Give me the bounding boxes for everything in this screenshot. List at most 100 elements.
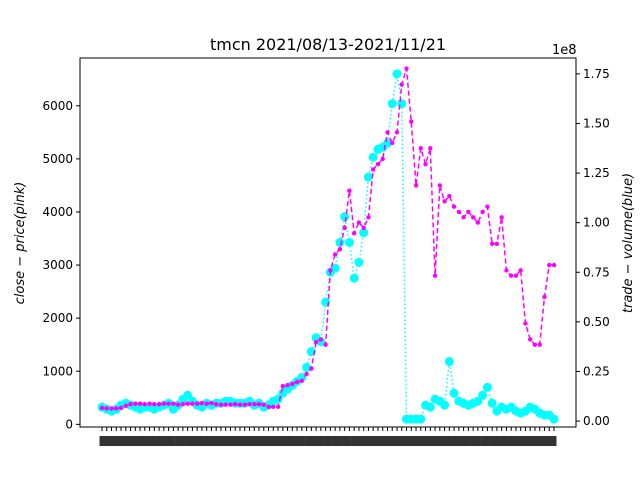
- close-point: [537, 342, 542, 347]
- x-axis-tick-label-glyph: [437, 436, 443, 446]
- close-point: [209, 400, 214, 406]
- close-point: [233, 401, 238, 407]
- close-point: [480, 209, 485, 215]
- x-axis-tick-label-glyph: [541, 436, 547, 446]
- volume-point: [349, 273, 359, 283]
- x-axis-tick-label-glyph: [346, 436, 352, 446]
- x-axis-tick-label-glyph: [189, 436, 195, 446]
- close-point: [114, 406, 119, 411]
- x-axis-tick-label-glyph: [432, 436, 438, 446]
- x-axis-tick-label-glyph: [532, 436, 538, 446]
- right-axis-tick-label: 0.25: [583, 364, 610, 378]
- x-axis-tick-label-glyph: [156, 436, 162, 446]
- x-axis-tick-label-glyph: [475, 436, 481, 446]
- close-point: [470, 215, 476, 220]
- x-axis-tick-label-glyph: [342, 436, 348, 446]
- close-point: [409, 119, 414, 124]
- volume-point: [316, 337, 326, 347]
- x-axis-tick-label-glyph: [104, 436, 110, 446]
- x-axis-tick-label-glyph: [546, 436, 552, 446]
- close-point: [180, 401, 186, 407]
- close-point: [390, 140, 395, 146]
- x-axis-tick-label-glyph: [170, 436, 176, 446]
- volume-point: [359, 228, 369, 238]
- x-axis-tick-label-glyph: [161, 436, 167, 446]
- x-axis-tick-label-glyph: [223, 436, 229, 446]
- close-point: [223, 402, 228, 407]
- close-point: [309, 366, 314, 371]
- volume-point: [416, 414, 426, 424]
- close-point: [294, 379, 300, 385]
- x-axis-tick-label-glyph: [323, 436, 329, 446]
- close-point: [199, 400, 205, 406]
- x-axis-tick-label-glyph: [218, 436, 224, 446]
- x-axis-tick-label-glyph: [261, 436, 267, 446]
- close-point: [366, 215, 371, 220]
- close-point: [399, 82, 404, 87]
- x-axis-tick-label-glyph: [499, 436, 505, 446]
- x-axis-tick-label-glyph: [194, 436, 200, 446]
- volume-point: [330, 263, 340, 273]
- close-point: [252, 401, 257, 407]
- close-point: [375, 161, 381, 167]
- close-point: [328, 268, 333, 273]
- x-axis-tick-label-glyph: [132, 436, 138, 446]
- x-axis-tick-label-glyph: [308, 436, 314, 446]
- x-axis-tick-label-glyph: [503, 436, 509, 446]
- close-point: [475, 220, 481, 225]
- x-axis-tick-label-glyph: [142, 436, 148, 446]
- close-point: [128, 401, 133, 407]
- x-axis-tick-label-glyph: [208, 436, 214, 446]
- close-point: [371, 167, 376, 172]
- x-axis-tick-label-glyph: [513, 436, 519, 446]
- x-axis-tick-label-glyph: [332, 436, 338, 446]
- volume-point: [344, 238, 354, 247]
- x-axis-tick-label-glyph: [465, 436, 471, 446]
- close-point: [304, 371, 309, 377]
- close-point: [361, 225, 366, 231]
- volume-point: [487, 398, 497, 408]
- left-axis-tick-label: 6000: [42, 99, 73, 113]
- left-axis-tick-label: 3000: [42, 258, 73, 272]
- x-axis-tick-label-glyph: [166, 436, 172, 446]
- close-point: [418, 146, 423, 151]
- close-point: [456, 209, 462, 215]
- close-point: [266, 404, 271, 410]
- close-point: [466, 209, 471, 215]
- x-axis-tick-label-glyph: [289, 436, 295, 446]
- close-point: [380, 156, 385, 162]
- right-axis-label: trade − volume(blue): [621, 173, 636, 313]
- close-point: [275, 404, 281, 410]
- right-axis-offset-label: 1e8: [552, 43, 577, 58]
- close-point: [494, 241, 500, 247]
- x-axis-tick-label-glyph: [213, 436, 219, 446]
- x-axis-tick-label-glyph: [442, 436, 448, 446]
- x-axis-tick-label-glyph: [242, 436, 248, 446]
- close-point: [547, 262, 552, 268]
- x-axis-tick-label-glyph: [518, 436, 524, 446]
- x-axis-tick-label-glyph: [109, 436, 115, 446]
- close-point: [290, 381, 295, 387]
- close-point: [385, 130, 390, 135]
- right-axis-tick-label: 1.00: [583, 216, 610, 230]
- right-axis-tick-label: 1.25: [583, 166, 610, 180]
- x-axis-tick-label-glyph: [551, 436, 557, 446]
- x-axis-tick-label-glyph: [508, 436, 514, 446]
- x-axis-tick-label-glyph: [380, 436, 386, 446]
- plot-frame: [79, 57, 577, 428]
- x-axis-tick-label-glyph: [484, 436, 490, 446]
- x-axis-tick-label-glyph: [137, 436, 143, 446]
- close-point: [123, 403, 128, 408]
- close-point: [347, 188, 352, 193]
- close-point: [299, 378, 305, 384]
- x-axis-tick-label-glyph: [461, 436, 467, 446]
- right-axis-tick-label: 0.50: [583, 315, 610, 329]
- close-point: [142, 401, 148, 407]
- right-axis-tick-label: 0.75: [583, 265, 610, 279]
- close-point: [194, 401, 200, 406]
- x-axis-tick-label-glyph: [313, 436, 319, 446]
- x-axis-tick-label-glyph: [370, 436, 376, 446]
- close-point: [356, 220, 362, 225]
- x-axis-tick-label-glyph: [418, 436, 424, 446]
- x-axis-tick-label-glyph: [389, 436, 395, 446]
